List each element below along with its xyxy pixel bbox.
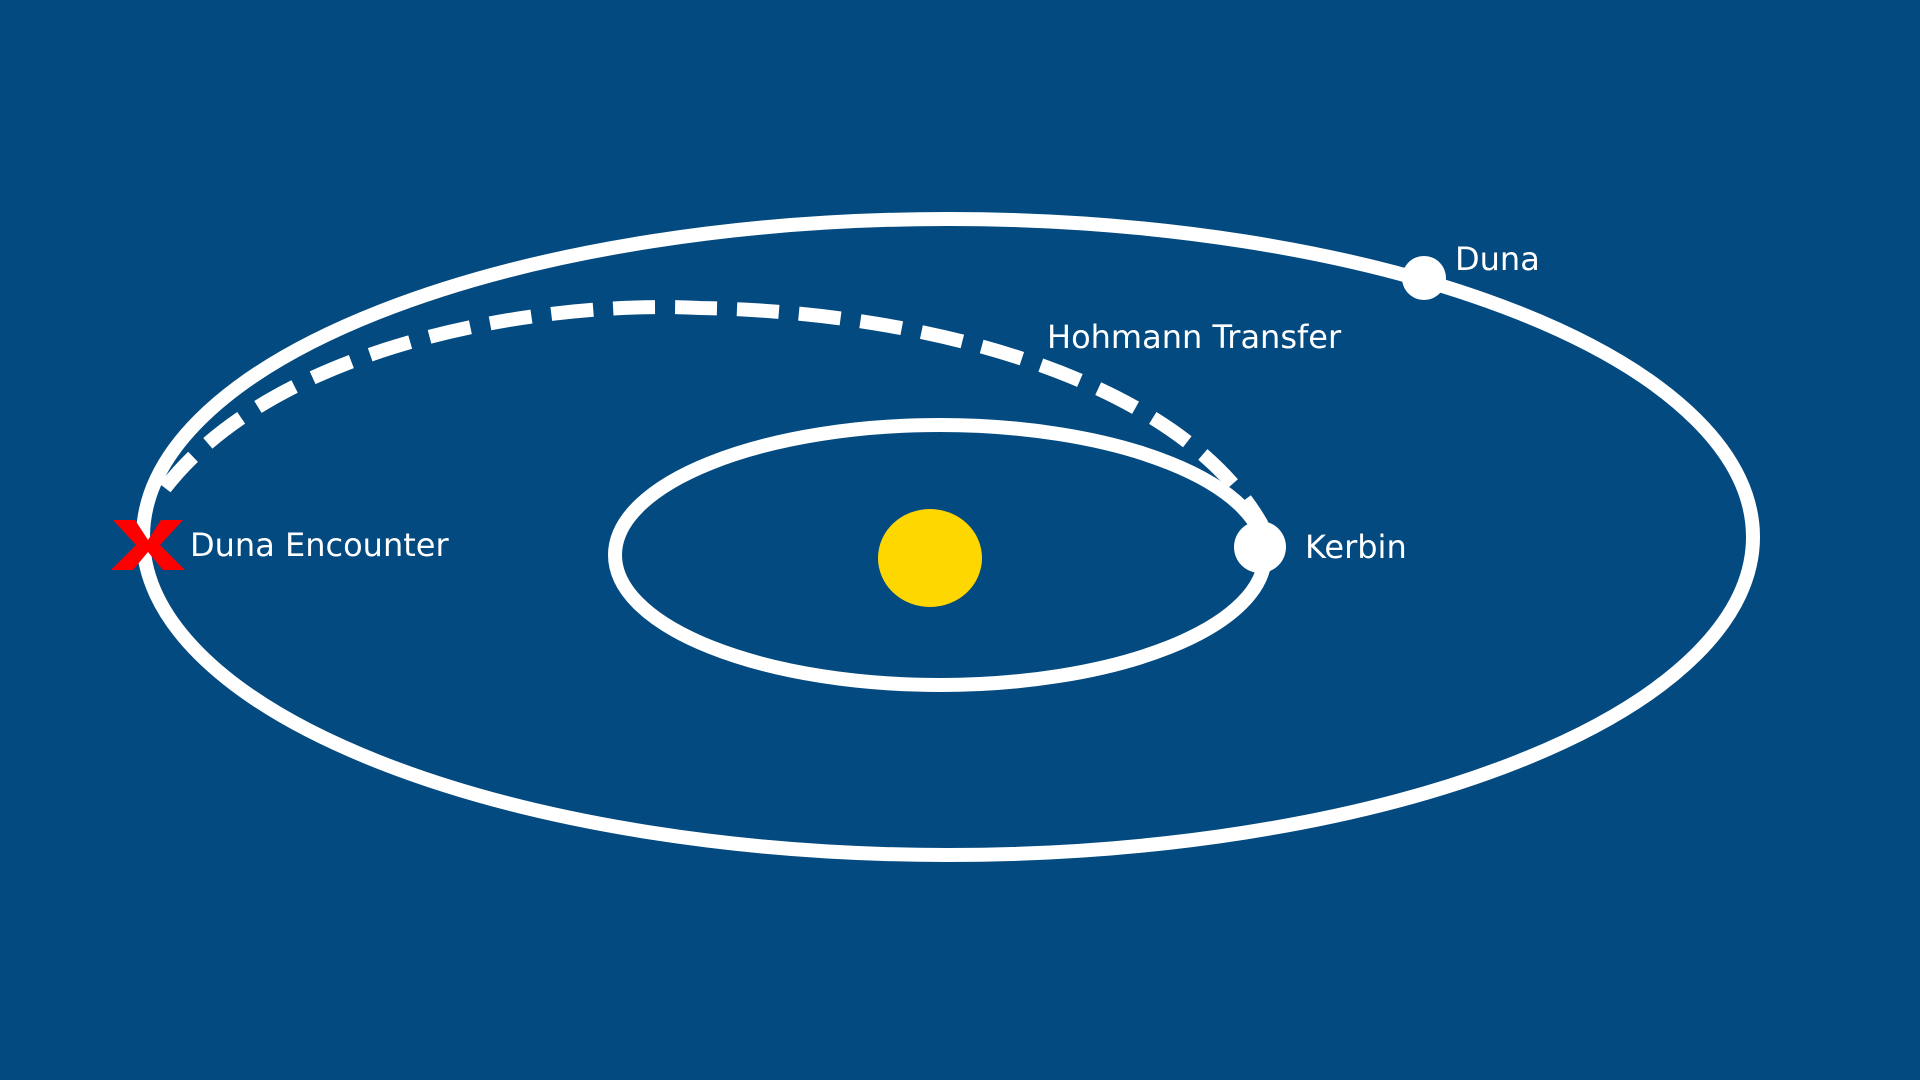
hohmann-transfer-label: Hohmann Transfer bbox=[1047, 318, 1342, 356]
kerbin-label: Kerbin bbox=[1305, 528, 1407, 566]
sun-icon bbox=[878, 509, 982, 607]
planet-kerbin-icon bbox=[1234, 521, 1286, 573]
x-marker-icon bbox=[111, 520, 185, 570]
hohmann-transfer-path bbox=[159, 300, 1269, 529]
duna-label: Duna bbox=[1455, 240, 1540, 278]
duna-encounter-label: Duna Encounter bbox=[190, 526, 449, 564]
planet-duna-icon bbox=[1402, 256, 1446, 300]
